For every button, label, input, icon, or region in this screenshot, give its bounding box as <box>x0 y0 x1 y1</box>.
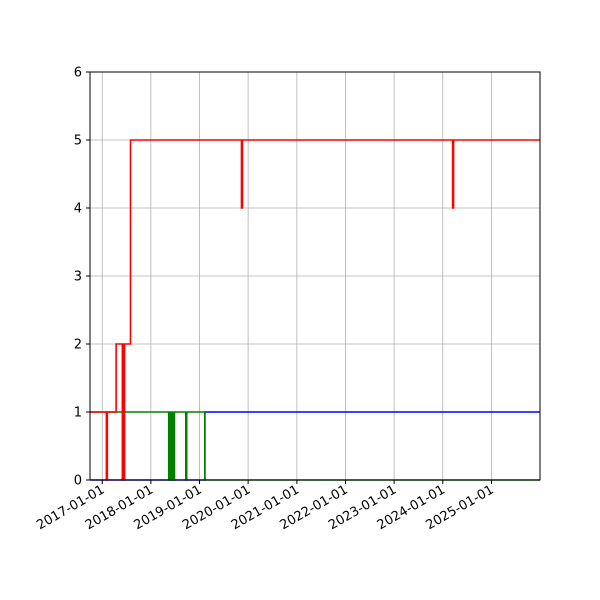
series-layer <box>90 139 540 481</box>
y-tick-label: 5 <box>74 134 82 149</box>
series-line-0 <box>90 411 540 481</box>
y-tick-label: 6 <box>74 66 82 81</box>
series-line-2 <box>90 139 540 481</box>
y-tick-label: 3 <box>74 270 82 285</box>
y-tick-label: 0 <box>74 474 82 489</box>
series-line-1 <box>90 411 540 481</box>
y-tick-label: 2 <box>74 338 82 353</box>
tick-layer: 01234562017-01-012018-01-012019-01-01202… <box>34 66 496 534</box>
y-tick-label: 4 <box>74 202 82 217</box>
grid-layer <box>90 71 540 481</box>
y-tick-label: 1 <box>74 406 82 421</box>
